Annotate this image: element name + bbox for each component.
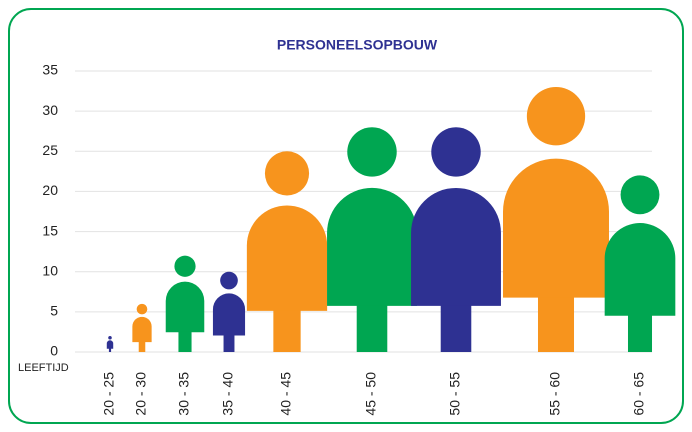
head xyxy=(136,303,148,315)
legs xyxy=(108,348,112,352)
y-tick-label: 35 xyxy=(42,62,58,78)
x-tick-label: 20 - 30 xyxy=(133,372,149,416)
person-icon xyxy=(503,87,609,352)
body xyxy=(327,187,417,306)
person-icon xyxy=(132,303,152,352)
legs xyxy=(440,305,472,352)
legs xyxy=(273,310,301,352)
person-icon xyxy=(327,127,417,352)
y-tick-label: 5 xyxy=(50,303,58,319)
legs xyxy=(627,315,653,352)
legs xyxy=(537,297,575,352)
legs xyxy=(356,305,388,352)
head xyxy=(620,175,660,215)
body xyxy=(165,281,205,333)
legs xyxy=(138,341,146,352)
y-tick-label: 15 xyxy=(42,222,58,238)
legs xyxy=(178,331,192,352)
y-tick-label: 20 xyxy=(42,182,58,198)
y-tick-label: 30 xyxy=(42,102,58,118)
y-tick-label: 10 xyxy=(42,262,58,278)
x-tick-label: 60 - 65 xyxy=(631,372,647,416)
body xyxy=(246,205,328,311)
y-tick-label: 25 xyxy=(42,142,58,158)
person-icon xyxy=(604,175,676,352)
person-icon xyxy=(411,127,501,352)
body xyxy=(604,223,676,316)
y-tick-label: 0 xyxy=(50,343,58,359)
head xyxy=(264,151,310,196)
chart-title: PERSONEELSOPBOUW xyxy=(277,37,438,53)
person-icon xyxy=(165,255,205,352)
person-icon xyxy=(246,151,328,352)
x-tick-label: 40 - 45 xyxy=(278,372,294,416)
body xyxy=(132,316,152,343)
legs xyxy=(223,335,235,352)
x-tick-label: 20 - 25 xyxy=(101,372,117,416)
x-tick-label: 45 - 50 xyxy=(363,372,379,416)
head xyxy=(347,127,397,177)
body xyxy=(106,340,114,349)
x-axis-label: LEEFTIJD xyxy=(18,362,69,374)
x-tick-label: 35 - 40 xyxy=(220,372,236,416)
body xyxy=(411,187,501,306)
head xyxy=(526,87,586,146)
x-tick-label: 55 - 60 xyxy=(547,372,563,416)
head xyxy=(108,335,112,340)
body xyxy=(503,158,609,298)
head xyxy=(220,271,238,290)
head xyxy=(174,255,196,277)
head xyxy=(431,127,481,177)
x-tick-label: 50 - 55 xyxy=(447,372,463,416)
person-icon xyxy=(106,335,114,352)
person-icon xyxy=(212,271,246,352)
x-tick-label: 30 - 35 xyxy=(176,372,192,416)
body xyxy=(212,293,246,336)
